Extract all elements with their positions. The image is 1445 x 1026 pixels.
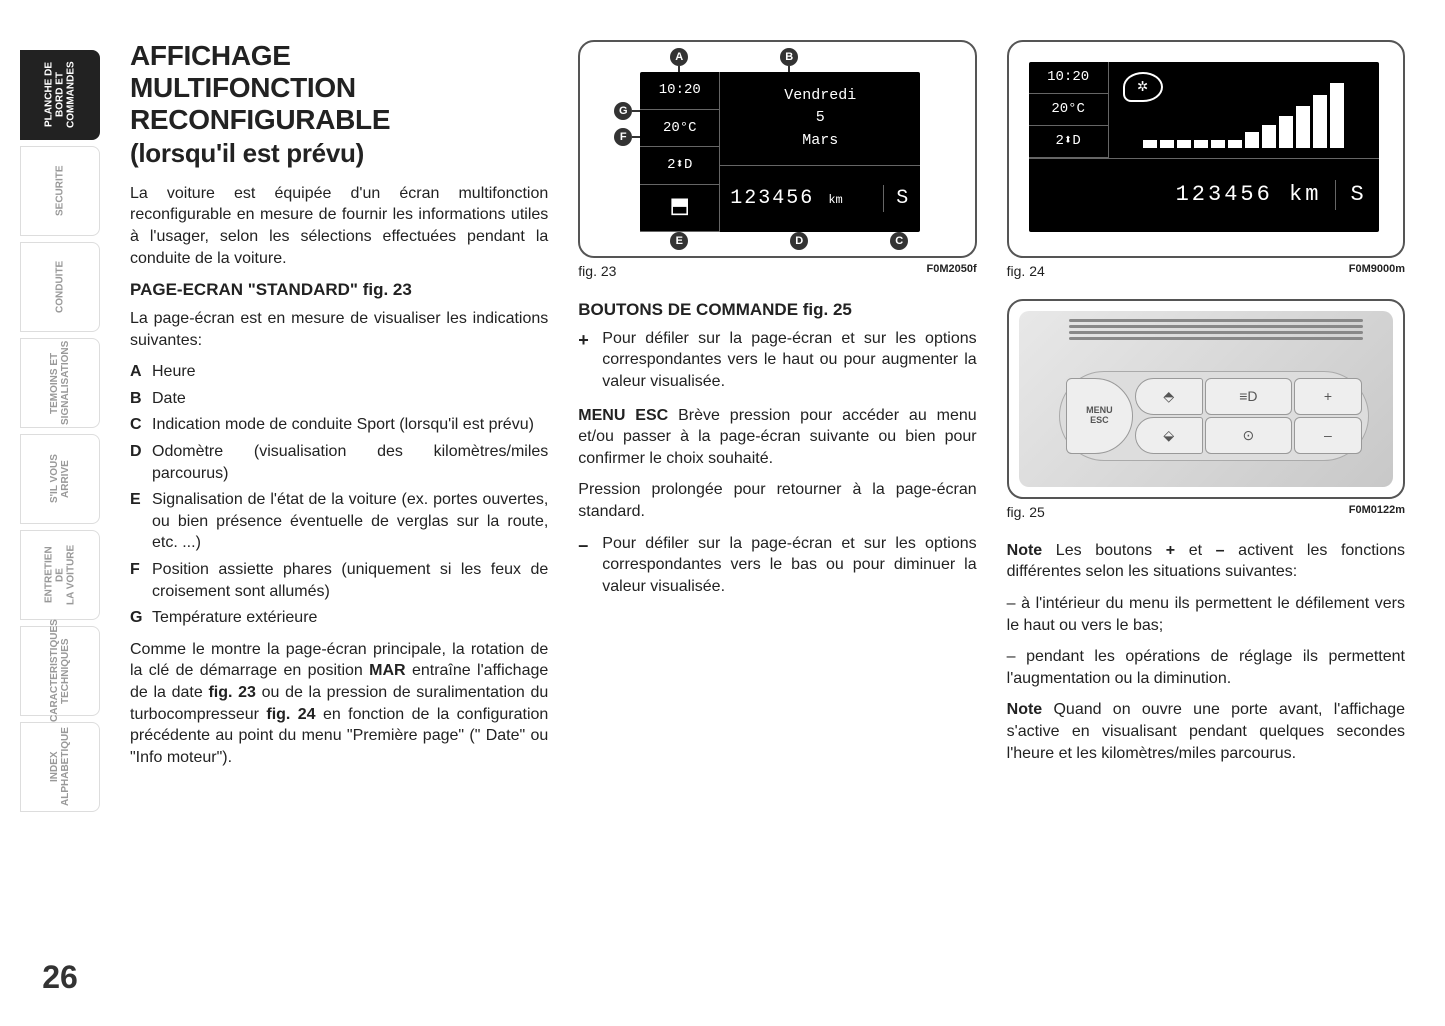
tab-driving[interactable]: CONDUITE [20, 242, 100, 332]
note-1: Note Les boutons + et – activent les fon… [1007, 540, 1405, 583]
fig24-caption: fig. 24 F0M9000m [1007, 262, 1405, 281]
callout-g: G [614, 102, 632, 120]
standard-screen-heading: PAGE-ECRAN "STANDARD" fig. 23 [130, 279, 548, 302]
callout-e: E [670, 232, 688, 250]
light-button-1[interactable]: ≡D [1205, 378, 1293, 415]
fig25-caption: fig. 25 F0M0122m [1007, 503, 1405, 522]
minus-button[interactable]: – [1294, 417, 1361, 454]
fog-rear-button[interactable]: ⬘ [1135, 378, 1202, 415]
lcd-date: Vendredi 5 Mars [720, 72, 920, 166]
long-press-desc: Pression prolongée pour retourner à la p… [578, 479, 976, 522]
definitions: AHeure BDate CIndication mode de conduit… [130, 361, 548, 629]
note-2: Note Quand on ouvre une porte avant, l'a… [1007, 699, 1405, 764]
lcd-time: 10:20 [1029, 62, 1108, 94]
column-1: AFFICHAGE MULTIFONCTION RECONFIGURABLE (… [130, 40, 548, 1006]
tab-warnings[interactable]: TEMOINS ETSIGNALISATIONS [20, 338, 100, 428]
tab-security[interactable]: SECURITE [20, 146, 100, 236]
tab-specs[interactable]: CARACTERISTIQUESTECHNIQUES [20, 626, 100, 716]
light-button-2[interactable]: ⊙ [1205, 417, 1293, 454]
list-intro: La page-écran est en mesure de visualise… [130, 308, 548, 351]
plus-button[interactable]: + [1294, 378, 1361, 415]
bullet-1: – à l'intérieur du menu ils permettent l… [1007, 593, 1405, 636]
buttons-heading: BOUTONS DE COMMANDE fig. 25 [578, 299, 976, 322]
lcd-headlamp: 2⬍D [1029, 126, 1108, 158]
fig23-lcd: 10:20 20°C 2⬍D ⬒ Vendredi 5 Mars 123456 … [640, 72, 920, 232]
manual-page: PLANCHE DEBORD ETCOMMANDES SECURITE COND… [20, 40, 1405, 1006]
figure-25: ⬘ ≡D + MENUESC ⬙ ⊙ – [1007, 299, 1405, 499]
turbo-icon: ✲ [1123, 72, 1163, 102]
lcd-temp: 20°C [1029, 94, 1108, 126]
lcd-odometer: 123456 km S [1029, 159, 1379, 232]
fig24-lcd: 10:20 20°C 2⬍D ✲ [1029, 62, 1379, 232]
menu-esc-button[interactable]: MENUESC [1066, 378, 1133, 454]
page-number: 26 [20, 959, 100, 1006]
page-title: AFFICHAGE MULTIFONCTION RECONFIGURABLE (… [130, 40, 548, 169]
callout-a: A [670, 48, 688, 66]
tab-index[interactable]: INDEXALPHABETIQUE [20, 722, 100, 812]
content: AFFICHAGE MULTIFONCTION RECONFIGURABLE (… [100, 40, 1405, 1006]
figure-23: A B G F E D C 10:20 20°C 2⬍D ⬒ [578, 40, 976, 258]
lcd-time: 10:20 [640, 72, 719, 110]
control-panel: ⬘ ≡D + MENUESC ⬙ ⊙ – [1059, 371, 1369, 461]
lcd-temp: 20°C [640, 110, 719, 148]
tab-maintenance[interactable]: ENTRETIEN DELA VOITURE [20, 530, 100, 620]
figure-24: 10:20 20°C 2⬍D ✲ [1007, 40, 1405, 258]
column-2: A B G F E D C 10:20 20°C 2⬍D ⬒ [578, 40, 976, 1006]
menu-esc-desc: MENU ESC Brève pression pour accéder au … [578, 405, 976, 470]
callout-c: C [890, 232, 908, 250]
callout-b: B [780, 48, 798, 66]
footer-para: Comme le montre la page-écran principale… [130, 639, 548, 769]
callout-d: D [790, 232, 808, 250]
fog-front-button[interactable]: ⬙ [1135, 417, 1202, 454]
turbo-gauge: ✲ [1109, 62, 1379, 158]
lcd-headlamp: 2⬍D [640, 147, 719, 185]
lcd-odometer: 123456 km S [720, 166, 920, 232]
callout-f: F [614, 128, 632, 146]
side-tabs: PLANCHE DEBORD ETCOMMANDES SECURITE COND… [20, 40, 100, 1006]
tab-emergency[interactable]: S'IL VOUSARRIVE [20, 434, 100, 524]
door-icon: ⬒ [640, 185, 719, 232]
column-3: 10:20 20°C 2⬍D ✲ [1007, 40, 1405, 1006]
btn-plus-desc: + Pour défiler sur la page-écran et sur … [578, 328, 976, 393]
intro-text: La voiture est équipée d'un écran multif… [130, 183, 548, 269]
btn-minus-desc: – Pour défiler sur la page-écran et sur … [578, 533, 976, 598]
bullet-2: – pendant les opérations de réglage ils … [1007, 646, 1405, 689]
fig23-caption: fig. 23 F0M2050f [578, 262, 976, 281]
tab-dashboard[interactable]: PLANCHE DEBORD ETCOMMANDES [20, 50, 100, 140]
